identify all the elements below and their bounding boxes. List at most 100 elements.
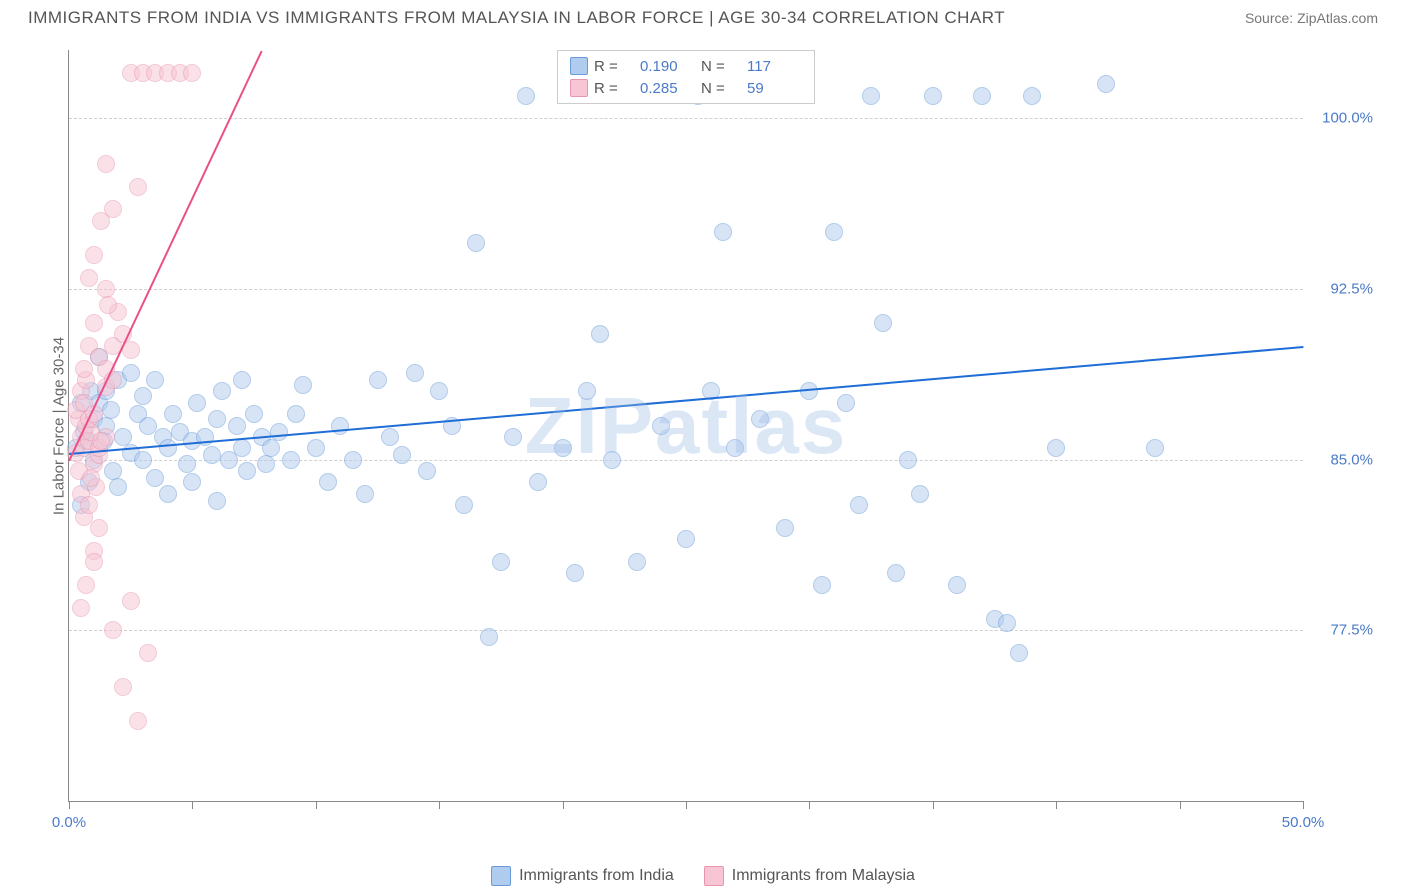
scatter-point — [455, 496, 473, 514]
scatter-point — [245, 405, 263, 423]
x-tick — [439, 801, 440, 809]
scatter-point — [270, 423, 288, 441]
scatter-point — [159, 485, 177, 503]
plot-area: In Labor Force | Age 30-34 ZIPatlas R = … — [68, 50, 1303, 802]
scatter-point — [82, 469, 100, 487]
scatter-point — [146, 371, 164, 389]
scatter-point — [837, 394, 855, 412]
x-tick — [1303, 801, 1304, 809]
scatter-point — [77, 576, 95, 594]
scatter-point — [208, 410, 226, 428]
gridline-h — [69, 289, 1303, 290]
scatter-point — [80, 496, 98, 514]
bottom-legend: Immigrants from India Immigrants from Ma… — [0, 866, 1406, 886]
scatter-point — [874, 314, 892, 332]
scatter-point — [228, 417, 246, 435]
x-tick — [563, 801, 564, 809]
x-tick — [1056, 801, 1057, 809]
scatter-point — [393, 446, 411, 464]
scatter-point — [146, 469, 164, 487]
y-tick-label: 77.5% — [1313, 622, 1373, 639]
scatter-point — [75, 360, 93, 378]
trend-line — [69, 346, 1303, 455]
scatter-point — [504, 428, 522, 446]
scatter-point — [887, 564, 905, 582]
scatter-point — [183, 64, 201, 82]
x-tick — [1180, 801, 1181, 809]
r-value-malaysia: 0.285 — [640, 80, 695, 97]
legend-item-malaysia: Immigrants from Malaysia — [704, 866, 915, 886]
gridline-h — [69, 460, 1303, 461]
r-value-india: 0.190 — [640, 58, 695, 75]
x-tick-label: 50.0% — [1282, 814, 1325, 831]
x-tick — [933, 801, 934, 809]
scatter-point — [213, 382, 231, 400]
swatch-india — [570, 57, 588, 75]
scatter-point — [102, 401, 120, 419]
scatter-point — [134, 387, 152, 405]
y-tick-label: 85.0% — [1313, 451, 1373, 468]
scatter-point — [233, 371, 251, 389]
scatter-point — [1010, 644, 1028, 662]
scatter-point — [677, 530, 695, 548]
n-label: N = — [701, 58, 741, 75]
scatter-point — [492, 553, 510, 571]
scatter-point — [92, 432, 110, 450]
scatter-point — [72, 599, 90, 617]
scatter-point — [134, 451, 152, 469]
n-value-malaysia: 59 — [747, 80, 802, 97]
scatter-point — [418, 462, 436, 480]
legend-row-malaysia: R = 0.285 N = 59 — [570, 77, 802, 99]
scatter-point — [97, 155, 115, 173]
scatter-point — [1146, 439, 1164, 457]
scatter-point — [591, 325, 609, 343]
scatter-point — [652, 417, 670, 435]
scatter-point — [104, 621, 122, 639]
scatter-point — [726, 439, 744, 457]
scatter-point — [99, 296, 117, 314]
scatter-point — [554, 439, 572, 457]
scatter-point — [628, 553, 646, 571]
scatter-point — [139, 644, 157, 662]
scatter-point — [287, 405, 305, 423]
x-tick — [686, 801, 687, 809]
scatter-point — [973, 87, 991, 105]
scatter-point — [899, 451, 917, 469]
scatter-point — [262, 439, 280, 457]
scatter-point — [85, 314, 103, 332]
swatch-malaysia — [570, 79, 588, 97]
scatter-point — [714, 223, 732, 241]
scatter-point — [85, 246, 103, 264]
swatch-malaysia — [704, 866, 724, 886]
scatter-point — [911, 485, 929, 503]
x-tick — [316, 801, 317, 809]
chart-title: IMMIGRANTS FROM INDIA VS IMMIGRANTS FROM… — [28, 8, 1005, 28]
x-tick — [69, 801, 70, 809]
y-axis-label: In Labor Force | Age 30-34 — [51, 336, 68, 514]
y-tick-label: 92.5% — [1313, 280, 1373, 297]
x-tick — [192, 801, 193, 809]
scatter-point — [825, 223, 843, 241]
scatter-point — [307, 439, 325, 457]
scatter-point — [257, 455, 275, 473]
scatter-point — [294, 376, 312, 394]
legend-item-india: Immigrants from India — [491, 866, 674, 886]
scatter-point — [1023, 87, 1041, 105]
legend-label-malaysia: Immigrants from Malaysia — [732, 867, 915, 885]
gridline-h — [69, 118, 1303, 119]
scatter-point — [122, 364, 140, 382]
scatter-point — [381, 428, 399, 446]
correlation-legend: R = 0.190 N = 117 R = 0.285 N = 59 — [557, 50, 815, 104]
scatter-point — [188, 394, 206, 412]
scatter-point — [183, 473, 201, 491]
scatter-point — [603, 451, 621, 469]
source-label: Source: ZipAtlas.com — [1245, 10, 1378, 26]
scatter-point — [566, 564, 584, 582]
scatter-point — [164, 405, 182, 423]
scatter-point — [129, 712, 147, 730]
scatter-point — [948, 576, 966, 594]
scatter-point — [80, 269, 98, 287]
gridline-h — [69, 630, 1303, 631]
scatter-point — [109, 478, 127, 496]
scatter-point — [924, 87, 942, 105]
